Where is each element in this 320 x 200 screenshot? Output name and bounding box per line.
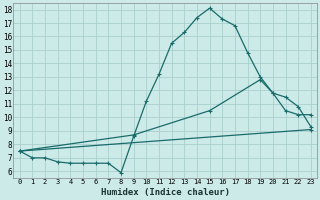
X-axis label: Humidex (Indice chaleur): Humidex (Indice chaleur) bbox=[101, 188, 230, 197]
